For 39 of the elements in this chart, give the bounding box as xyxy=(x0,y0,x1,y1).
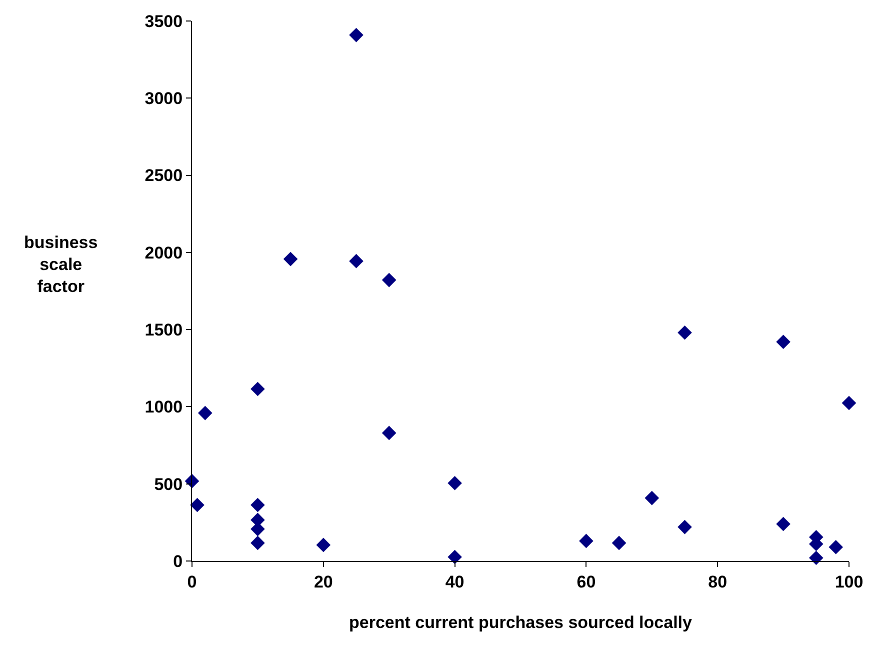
point xyxy=(382,272,396,288)
y-tick-label: 2500 xyxy=(144,166,183,186)
point xyxy=(678,326,692,340)
y-tick-label: 1500 xyxy=(144,320,183,340)
point xyxy=(828,540,844,554)
x-tick-label: 40 xyxy=(445,572,464,592)
point xyxy=(349,28,364,42)
x-axis-title: percent current purchases sourced locally xyxy=(349,612,693,632)
y-tick-label: 500 xyxy=(154,474,183,494)
point xyxy=(678,520,692,534)
point xyxy=(776,516,790,532)
x-tick-label: 0 xyxy=(187,572,197,592)
point xyxy=(316,538,331,552)
x-tick-label: 100 xyxy=(834,572,864,592)
point xyxy=(612,536,626,550)
y-tick-label: 1000 xyxy=(144,398,183,417)
y-tick-label: 0 xyxy=(173,552,183,571)
point xyxy=(283,252,298,266)
y-tick-label: 3500 xyxy=(144,12,183,31)
point xyxy=(809,550,824,566)
point xyxy=(382,426,396,440)
point xyxy=(250,498,265,512)
point xyxy=(842,396,856,410)
point xyxy=(448,476,462,490)
x-tick-label: 60 xyxy=(576,572,596,592)
x-tick-label: 20 xyxy=(314,572,333,592)
point xyxy=(250,536,265,550)
x-tick-label: 80 xyxy=(708,572,728,592)
point xyxy=(190,498,204,512)
y-axis-title: business scale factor xyxy=(24,233,98,296)
y-tick-label: 3000 xyxy=(144,89,183,108)
point xyxy=(776,334,790,350)
y-tick-label: 2000 xyxy=(144,243,183,262)
point xyxy=(250,382,265,396)
point xyxy=(579,534,594,548)
point xyxy=(198,406,212,420)
point xyxy=(644,490,660,506)
point xyxy=(349,254,364,268)
point xyxy=(184,474,200,488)
